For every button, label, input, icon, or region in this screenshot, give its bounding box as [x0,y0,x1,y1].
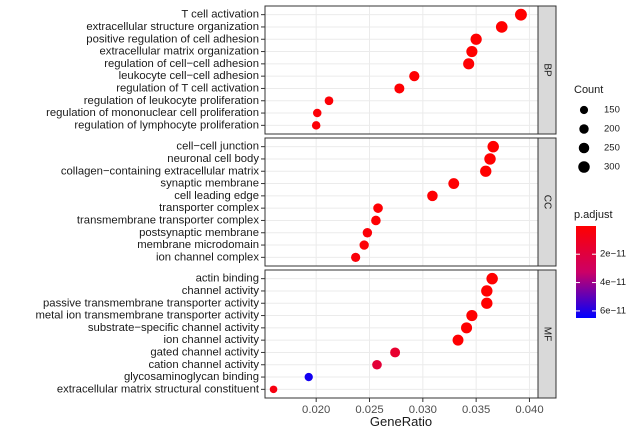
y-tick-label: cell leading edge [174,190,259,202]
colorbar-tick-label: 4e−11 [600,277,626,288]
y-tick-label: regulation of leukocyte proliferation [84,95,259,107]
y-tick-label: transporter complex [159,202,259,214]
size-legend-key [579,124,589,134]
y-tick-label: ion channel activity [164,334,260,346]
y-tick-label: positive regulation of cell adhesion [86,33,259,45]
y-tick-label: substrate−specific channel activity [88,322,259,334]
data-point [481,297,493,309]
data-point [324,96,334,106]
data-point [452,334,464,346]
size-legend-items: 150 200 250 300 [578,105,620,173]
y-tick-label: glycosaminoglycan binding [124,371,259,383]
y-tick-label: extracellular structure organization [86,21,259,33]
x-axis-label: GeneRatio [370,414,432,429]
facet-strip-label: CC [542,195,553,209]
x-tick-label: 0.030 [409,404,437,416]
y-tick-label: gated channel activity [150,346,259,358]
y-tick-label: regulation of T cell activation [116,82,259,94]
panel-border [264,5,539,135]
facet-strip-label: MF [542,327,553,341]
y-tick-label: regulation of mononuclear cell prolifera… [46,107,259,119]
x-tick-label: 0.020 [302,404,330,416]
data-point [466,309,478,322]
panel-border [264,269,539,399]
y-tick-label: channel activity [182,285,260,297]
legend: Count 150 200 250 300 p.adjust 2e−11 4e−11 6e… [574,84,626,318]
data-point [470,33,482,45]
y-tick-label: actin binding [196,273,259,285]
data-point [484,153,496,165]
size-legend-key [579,105,589,115]
size-legend-label: 250 [604,143,620,154]
y-tick-label: neuronal cell body [167,153,259,165]
data-point [373,203,383,213]
facet-strip-label: BP [542,63,553,77]
y-tick-label: metal ion transmembrane transporter acti… [35,310,259,322]
data-point [480,165,492,177]
data-point [463,58,475,70]
data-point [372,359,382,370]
data-point [486,272,498,285]
size-legend-title: Count [574,84,603,96]
data-point [311,121,321,130]
y-tick-label: cell−cell junction [176,141,259,153]
data-point [371,215,381,226]
data-point [487,140,499,153]
data-point [362,228,373,238]
data-point [514,8,527,21]
colorbar-tick-label: 6e−11 [600,305,626,316]
size-legend-label: 300 [604,162,620,173]
data-point [304,372,313,382]
y-tick-label: extracellular matrix organization [100,46,259,58]
y-tick-label: membrane microdomain [137,239,259,251]
y-tick-label: collagen−containing extracellular matrix [61,165,259,177]
size-legend-key [578,142,590,154]
data-point [394,83,405,94]
y-tick-label: postsynaptic membrane [139,227,259,239]
y-tick-label: cation channel activity [148,359,259,371]
panel-background [264,137,539,267]
data-point [390,347,401,358]
data-point [427,190,438,202]
data-point [313,108,322,118]
y-tick-label: regulation of lymphocyte proliferation [74,119,259,131]
y-tick-label: regulation of cell−cell adhesion [104,58,259,70]
data-point [466,45,478,58]
x-tick-label: 0.025 [355,404,383,416]
color-legend-title: p.adjust [574,209,613,221]
data-point [269,385,278,394]
x-axis: 0.020 0.025 0.030 0.035 0.040 [302,398,544,416]
size-legend-label: 150 [604,105,620,116]
y-tick-label: ion channel complex [156,251,259,263]
size-legend-label: 200 [604,124,620,135]
colorbar-tick-label: 2e−11 [600,249,626,260]
data-point [495,21,508,33]
y-tick-label: transmembrane transporter complex [77,214,259,226]
y-tick-label: T cell activation [181,9,259,21]
color-legend-ticks: 2e−11 4e−11 6e−11 [576,249,626,316]
x-tick-label: 0.040 [515,404,543,416]
y-tick-label: passive transmembrane transporter activi… [43,297,259,309]
data-point [481,285,493,297]
panel-border [264,137,539,267]
data-point [461,322,473,334]
y-tick-label: leukocyte cell−cell adhesion [119,70,259,82]
y-tick-label: extracellular matrix structural constitu… [57,383,260,395]
y-tick-label: synaptic membrane [160,178,259,190]
data-point [409,71,420,82]
x-tick-label: 0.035 [462,404,490,416]
data-point [448,178,460,189]
data-point [351,252,361,262]
color-legend-colorbar [576,226,596,318]
data-point [359,240,369,250]
size-legend-key [578,161,590,173]
